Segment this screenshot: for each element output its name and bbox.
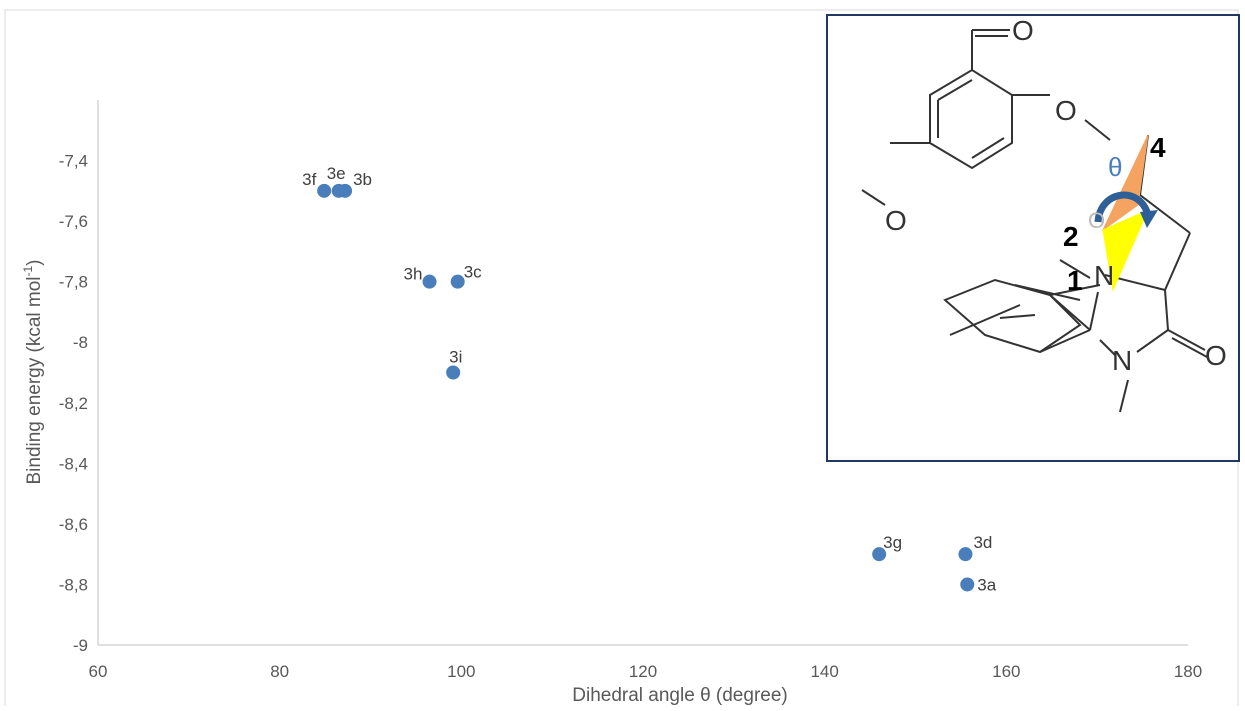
x-axis-title: Dihedral angle θ (degree) [572,685,787,706]
dihedral-label-4: 4 [1150,132,1166,163]
atom-o-pyran: O [1088,208,1105,233]
x-tick-label: 100 [447,662,475,681]
atom-o-methoxy: O [885,205,907,236]
data-label-3e: 3e [327,164,346,183]
data-label-3d: 3d [973,533,992,552]
data-label-3a: 3a [977,575,996,594]
data-point-3c [450,274,465,289]
y-tick-label: -7,6 [59,212,88,231]
dihedral-plane-yellow [1102,209,1149,292]
data-point-3g [872,547,887,562]
y-tick-label: -8,4 [59,454,88,473]
data-label-3b: 3b [353,170,372,189]
inset-structure: O O O O N N O θ 4 2 1 [826,14,1240,462]
data-label-3g: 3g [883,533,902,552]
data-label-3c: 3c [464,263,482,282]
atom-o-ether: O [1055,95,1077,126]
data-label-3h: 3h [404,265,423,284]
y-axis-title-close: ) [24,259,45,265]
y-tick-label: -7,8 [59,273,88,292]
y-tick-label: -7,4 [59,152,88,171]
y-tick-label: -8,8 [59,575,88,594]
data-label-3i: 3i [449,348,462,367]
y-tick-label: -8,2 [59,394,88,413]
y-axis-title-sup: -1 [21,265,35,276]
data-point-3a [960,577,975,592]
dihedral-label-2: 2 [1063,221,1079,252]
y-tick-labels: -9 -8,8 -8,6 -8,4 -8,2 -8 -7,8 -7,6 -7,4 [59,152,88,655]
x-tick-label: 120 [629,662,657,681]
y-tick-label: -8,6 [59,515,88,534]
data-point-3b [338,183,353,198]
x-tick-label: 140 [810,662,838,681]
atom-o-aldehyde: O [1012,15,1034,46]
x-tick-label: 60 [89,662,108,681]
atom-n1: N [1094,260,1114,291]
data-point-labels: 3f 3e 3b 3h 3c 3i 3g 3d 3a [302,164,997,595]
x-tick-label: 80 [270,662,289,681]
rotation-arrow [1094,191,1152,223]
y-tick-label: -8 [73,333,88,352]
data-point-3h [422,274,437,289]
data-point-3i [446,365,461,380]
rotation-arrow-head [1140,210,1158,228]
data-points [317,183,975,592]
y-axis-title-main: Binding energy (kcal mol [24,276,45,484]
atom-n2: N [1112,345,1132,376]
x-tick-label: 160 [992,662,1020,681]
x-tick-label: 180 [1174,662,1202,681]
atom-o-amide: O [1205,340,1227,371]
y-tick-label: -9 [73,636,88,655]
dihedral-plane-orange [1101,134,1149,232]
svg-text:Binding energy (kcal mol-1): Binding energy (kcal mol-1) [21,259,45,484]
data-point-3f [317,183,332,198]
y-axis-title: Binding energy (kcal mol-1) [21,259,45,484]
theta-label: θ [1108,152,1122,182]
inset-frame [826,14,1240,462]
data-label-3f: 3f [302,170,316,189]
x-tick-labels: 60 80 100 120 140 160 180 [89,662,1203,681]
data-point-3d [958,547,973,562]
dihedral-label-1: 1 [1067,265,1083,296]
